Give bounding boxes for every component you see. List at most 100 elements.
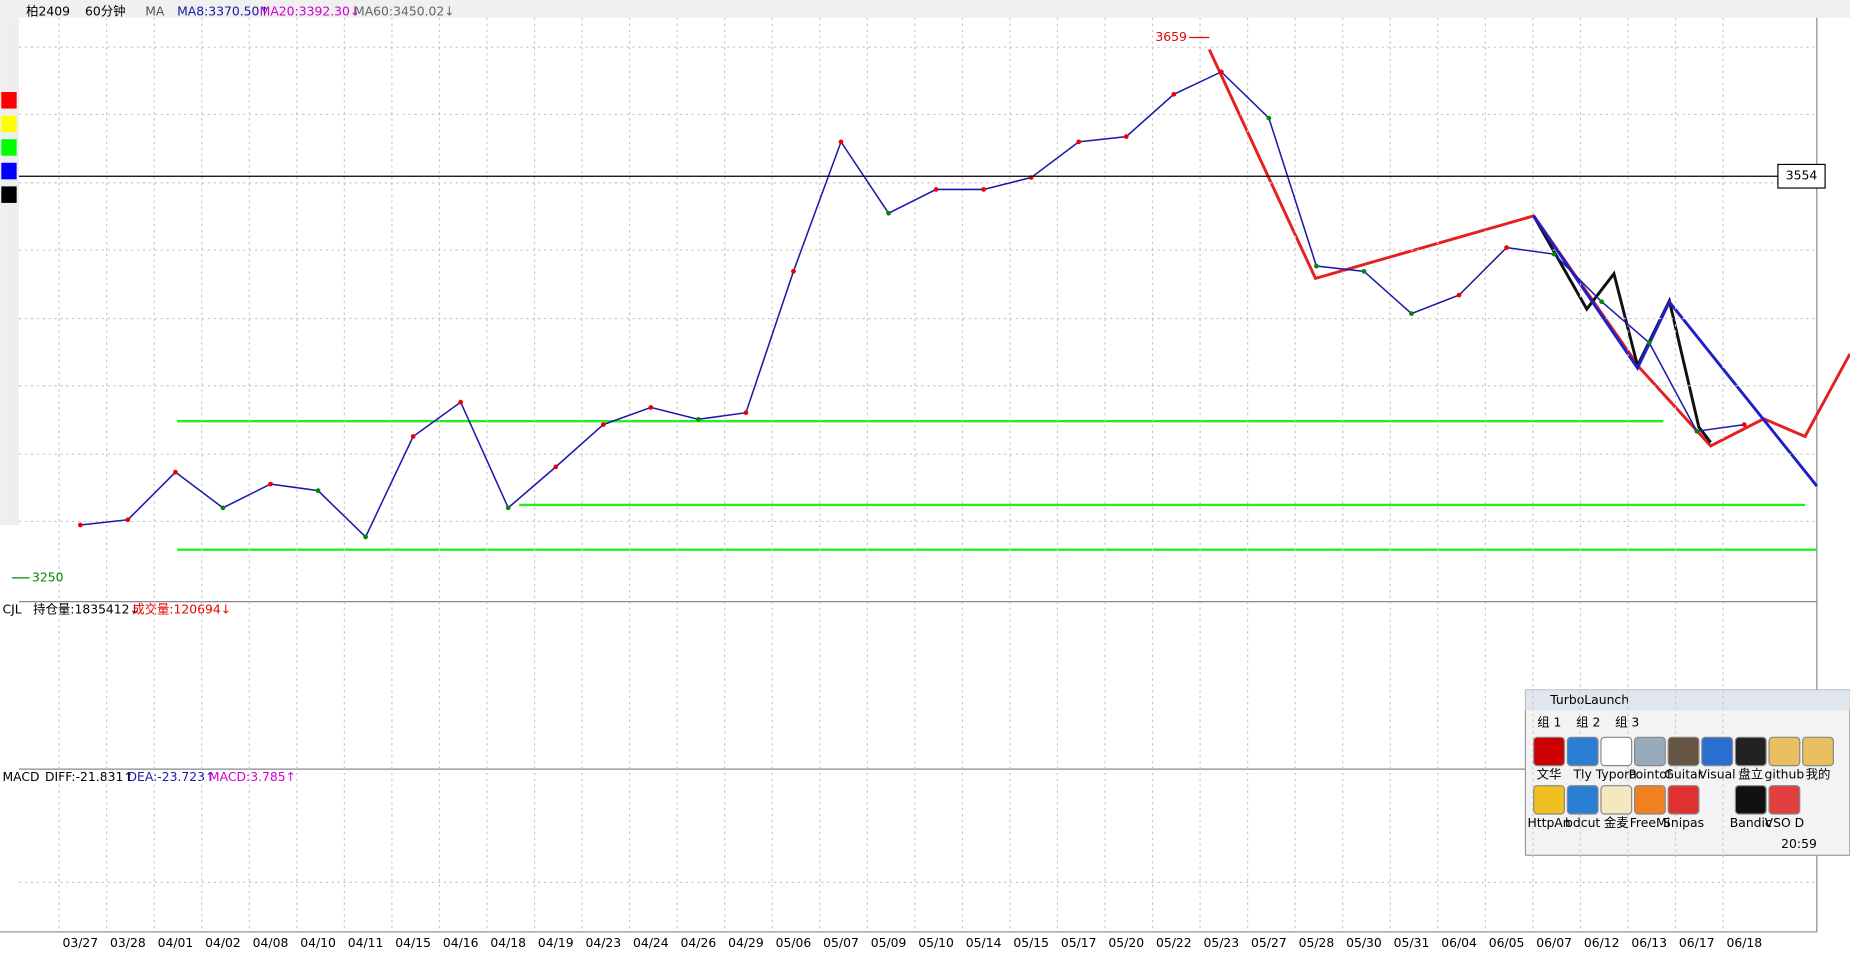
close-point [743,410,749,416]
date-label: 05/17 [1061,936,1097,950]
date-label: 04/19 [538,936,574,950]
cursor-box [1777,163,1826,189]
date-label: 05/23 [1203,936,1239,950]
close-point [363,534,368,540]
app-label: 我的 [1806,767,1831,782]
close-point [1314,263,1319,269]
date-label: 04/23 [585,936,621,950]
close-point [410,434,416,439]
close-point [125,517,131,523]
date-label: 04/26 [681,936,717,950]
volume-name: CJL [2,602,21,616]
date-label: 05/31 [1394,936,1430,950]
app-icon[interactable] [1734,785,1767,815]
window-title: TurboLaunch [1549,693,1629,707]
date-label: 05/14 [966,936,1002,950]
app-label: FreeMi [1630,816,1670,830]
app-label: Pointof [1629,768,1672,782]
date-label: 04/11 [348,936,384,950]
date-label: 06/04 [1441,936,1477,950]
date-label: 05/30 [1346,936,1382,950]
tab[interactable]: 组 2 [1576,716,1600,730]
app-label: 文华 [1537,767,1562,782]
date-label: 03/27 [63,936,99,950]
app-icon[interactable] [1802,736,1834,767]
date-label: 05/09 [871,936,907,950]
color-swatch[interactable] [1,139,17,156]
app-icon[interactable] [1667,736,1700,767]
app-icon[interactable] [1768,736,1801,767]
high-label: 3659 [1155,30,1187,44]
app-icon[interactable] [1734,736,1767,767]
date-label: 05/06 [776,936,812,950]
date-label: 05/20 [1108,936,1144,950]
app-icon[interactable] [1566,736,1599,767]
close-point [1171,91,1177,97]
close-point [1599,299,1605,305]
app-icon[interactable] [1768,785,1801,815]
clock: 20:59 [1781,837,1817,851]
tab[interactable]: 组 3 [1615,716,1639,730]
close-point [1551,251,1557,257]
app-label: HttpAn [1527,816,1570,830]
macd: MACD:3.785↑ [209,770,296,784]
indicator[interactable]: MA [145,4,165,18]
date-label: 06/13 [1631,936,1667,950]
close-point [791,268,796,274]
tab[interactable]: 组 1 [1537,716,1561,730]
close-point [553,464,559,470]
date-label: 06/18 [1726,936,1762,950]
date-label: 05/15 [1013,936,1049,950]
dea: DEA:-23.723↑ [128,770,216,784]
date-label: 05/27 [1251,936,1287,950]
app-label: bdcut [1565,816,1600,830]
app-icon[interactable] [1701,736,1734,767]
color-swatch[interactable] [1,186,17,203]
color-swatch[interactable] [1,92,17,109]
date-label: 05/07 [823,936,859,950]
close-point [1741,422,1747,427]
date-label: 03/28 [110,936,146,950]
app-label: 盘立 [1738,767,1763,782]
close-point [268,481,273,487]
cursor-label: 3554 [1786,169,1818,183]
app-icon[interactable] [1633,785,1666,815]
trend-arrow [1532,215,1818,487]
close-point [1409,311,1414,316]
color-swatch[interactable] [1,115,17,133]
close-point [77,522,83,528]
macd-name: MACD [2,770,39,784]
close-point [220,505,226,511]
date-label: 06/17 [1679,936,1715,950]
close-point [1218,69,1224,75]
app-icon[interactable] [1533,785,1565,815]
app-label: Bandic [1730,816,1772,830]
ma60: MA60:3450.02↓ [354,4,455,18]
close-point [1123,134,1129,139]
turbolaunch-window: TurboLaunch 20:59 [1524,689,1850,856]
app-icon[interactable] [1600,785,1633,815]
app-icon[interactable] [1566,785,1599,815]
trend-arrow [1207,48,1850,448]
ma20: MA20:3392.30↓ [260,4,361,18]
close-point [1361,268,1367,274]
date-label: 04/02 [205,936,241,950]
close-point [1646,340,1652,346]
app-icon[interactable] [1633,736,1666,767]
date-label: 04/01 [158,936,194,950]
close-point [838,139,844,145]
app-label: Typora [1595,768,1637,782]
app-icon[interactable] [1667,785,1700,815]
symbol[interactable]: 柏2409 [26,3,70,18]
date-label: 04/18 [490,936,526,950]
app-icon[interactable] [1600,736,1633,767]
color-swatch[interactable] [1,162,17,180]
period[interactable]: 60分钟 [85,3,126,18]
close-point [1076,139,1082,145]
close-point [173,469,178,475]
close-point [600,422,606,427]
date-label: 06/12 [1584,936,1620,950]
app-icon[interactable] [1533,736,1565,767]
